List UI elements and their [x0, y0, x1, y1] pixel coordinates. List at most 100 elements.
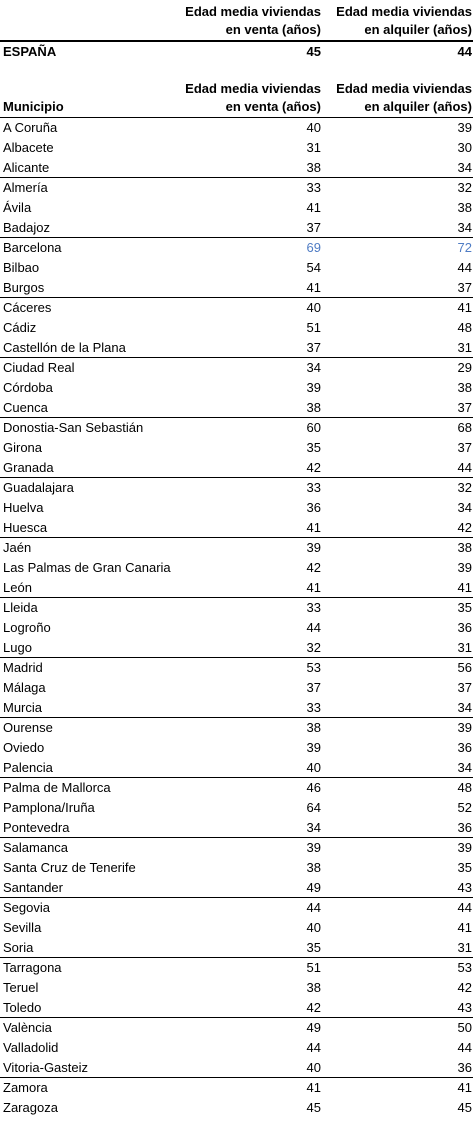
- row-rent-age: 35: [457, 860, 472, 875]
- row-municipio: Donostia-San Sebastián: [3, 420, 144, 435]
- summary-header-rent: Edad media viviendas en alquiler (años): [325, 0, 473, 40]
- row-sale-age: 46: [306, 780, 321, 795]
- row-sale-age: 42: [306, 460, 321, 475]
- row-rent-age: 36: [457, 620, 472, 635]
- table-row: Sevilla 40 41: [0, 918, 473, 938]
- row-municipio: Granada: [3, 460, 54, 475]
- row-rent-age: 38: [457, 380, 472, 395]
- table-row: Alicante 38 34: [0, 158, 473, 178]
- row-rent-age: 39: [457, 720, 472, 735]
- row-sale-age: 37: [306, 220, 321, 235]
- summary-header-rent-line2: en alquiler (años): [364, 22, 472, 37]
- table-body: A Coruña 40 39 Albacete 31 30 Alicante 38 34 Alme…: [0, 117, 473, 1118]
- table-row: Almería 33 32: [0, 178, 473, 198]
- row-rent-age: 44: [457, 460, 472, 475]
- table-row: Burgos 41 37: [0, 278, 473, 298]
- row-sale-age: 44: [306, 620, 321, 635]
- row-rent-age: 43: [457, 1000, 472, 1015]
- row-sale-age: 37: [306, 340, 321, 355]
- row-rent-age: 56: [457, 660, 472, 675]
- row-sale-age: 53: [306, 660, 321, 675]
- row-sale-age: 35: [306, 440, 321, 455]
- row-municipio: Zaragoza: [3, 1100, 58, 1115]
- row-sale-age: 32: [306, 640, 321, 655]
- row-sale-age: 49: [306, 880, 321, 895]
- row-municipio: Málaga: [3, 680, 46, 695]
- row-rent-age: 44: [457, 260, 472, 275]
- row-sale-age: 38: [306, 400, 321, 415]
- row-sale-age: 64: [306, 800, 321, 815]
- row-sale-age: 37: [306, 680, 321, 695]
- row-municipio: Pontevedra: [3, 820, 70, 835]
- row-sale-age: 40: [306, 1060, 321, 1075]
- row-rent-age: 41: [457, 920, 472, 935]
- table-row: València 49 50: [0, 1018, 473, 1038]
- row-sale-age: 39: [306, 380, 321, 395]
- table-header: Municipio Edad media viviendas en venta …: [0, 77, 473, 117]
- row-municipio: Santa Cruz de Tenerife: [3, 860, 136, 875]
- row-rent-age: 48: [457, 320, 472, 335]
- row-rent-age: 37: [457, 400, 472, 415]
- row-rent-age: 50: [457, 1020, 472, 1035]
- row-sale-age: 34: [306, 360, 321, 375]
- table-row: Toledo 42 43: [0, 998, 473, 1018]
- table-row: Cáceres 40 41: [0, 298, 473, 318]
- row-sale-age: 41: [306, 200, 321, 215]
- row-rent-age: 48: [457, 780, 472, 795]
- column-header-rent: Edad media viviendas en alquiler (años): [325, 77, 473, 117]
- column-header-rent-line1: Edad media viviendas: [336, 81, 472, 96]
- row-municipio: Segovia: [3, 900, 50, 915]
- row-sale-age: 35: [306, 940, 321, 955]
- row-municipio: Cáceres: [3, 300, 52, 315]
- row-rent-age: 34: [457, 160, 472, 175]
- table-row: Málaga 37 37: [0, 678, 473, 698]
- table-row: A Coruña 40 39: [0, 118, 473, 138]
- row-rent-age: 44: [457, 1040, 472, 1055]
- row-rent-age: 34: [457, 700, 472, 715]
- row-municipio: Zamora: [3, 1080, 48, 1095]
- table-row: León 41 41: [0, 578, 473, 598]
- table-row: Lugo 32 31: [0, 638, 473, 658]
- table-row: Las Palmas de Gran Canaria 42 39: [0, 558, 473, 578]
- row-municipio: Santander: [3, 880, 63, 895]
- table-row: Girona 35 37: [0, 438, 473, 458]
- summary-header-sale-line2: en venta (años): [225, 22, 321, 37]
- row-municipio: Cuenca: [3, 400, 48, 415]
- row-rent-age: 38: [457, 540, 472, 555]
- table-row: Tarragona 51 53: [0, 958, 473, 978]
- row-municipio: Castellón de la Plana: [3, 340, 126, 355]
- table-row: Cádiz 51 48: [0, 318, 473, 338]
- row-sale-age: 33: [306, 480, 321, 495]
- row-municipio: Bilbao: [3, 260, 40, 275]
- summary-header: Edad media viviendas en venta (años) Eda…: [0, 0, 473, 40]
- row-municipio: Salamanca: [3, 840, 69, 855]
- row-rent-age: 42: [457, 520, 472, 535]
- table-row: Ourense 38 39: [0, 718, 473, 738]
- table-row: Ávila 41 38: [0, 198, 473, 218]
- row-municipio: Las Palmas de Gran Canaria: [3, 560, 171, 575]
- table-row: Pamplona/Iruña 64 52: [0, 798, 473, 818]
- table-row: Pontevedra 34 36: [0, 818, 473, 838]
- row-sale-age: 41: [306, 520, 321, 535]
- total-row: ESPAÑA 45 44: [0, 42, 473, 62]
- row-rent-age: 37: [457, 440, 472, 455]
- row-sale-age: 51: [306, 960, 321, 975]
- table-row: Segovia 44 44: [0, 898, 473, 918]
- row-rent-age: 72: [457, 240, 472, 255]
- row-sale-age: 44: [306, 900, 321, 915]
- row-sale-age: 33: [306, 700, 321, 715]
- spacer: [0, 62, 473, 77]
- row-municipio: Toledo: [3, 1000, 42, 1015]
- row-municipio: Guadalajara: [3, 480, 74, 495]
- row-rent-age: 38: [457, 200, 472, 215]
- row-rent-age: 31: [457, 640, 472, 655]
- table-row: Bilbao 54 44: [0, 258, 473, 278]
- row-sale-age: 42: [306, 1000, 321, 1015]
- row-municipio: València: [3, 1020, 52, 1035]
- table-row: Palma de Mallorca 46 48: [0, 778, 473, 798]
- row-sale-age: 36: [306, 500, 321, 515]
- row-rent-age: 32: [457, 180, 472, 195]
- table-row: Granada 42 44: [0, 458, 473, 478]
- table-row: Huesca 41 42: [0, 518, 473, 538]
- table-row: Ciudad Real 34 29: [0, 358, 473, 378]
